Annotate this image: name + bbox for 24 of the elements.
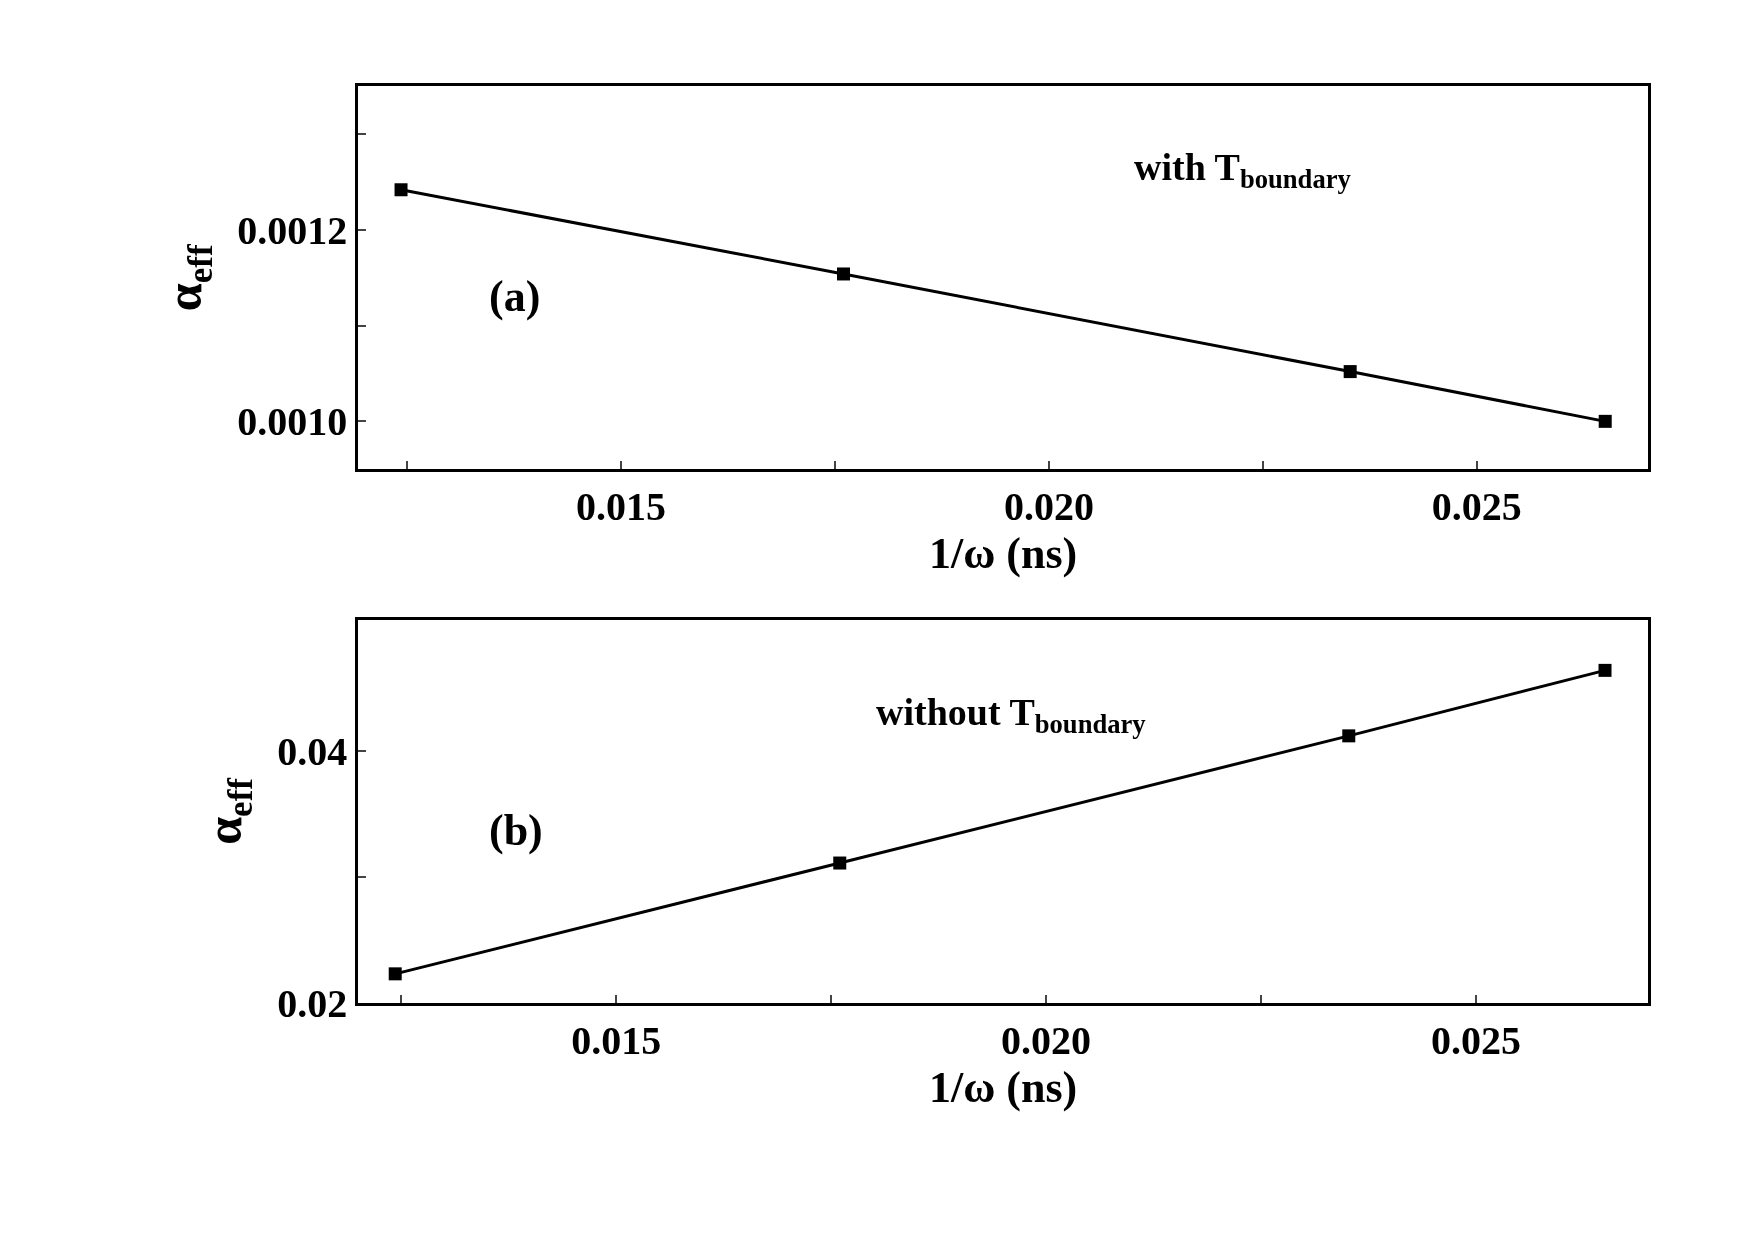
annotation: (a) [489,272,541,321]
y-tick-label: 0.0010 [237,399,348,445]
point [1598,663,1612,677]
point [394,183,408,197]
x-tick-label: 0.020 [1003,484,1094,530]
point [1342,729,1356,743]
x-axis-title: 1/ω (ns) [928,529,1078,579]
annotation: without T$_{boundary}$ [876,691,1147,739]
y-tick-label: 0.0012 [237,207,348,253]
point [1343,365,1357,379]
annotation: with T$_{boundary}$ [1134,146,1352,194]
x-tick-label: 0.025 [1431,1017,1522,1063]
point [837,267,851,281]
y-tick-label: 0.02 [277,980,348,1026]
point [1598,414,1612,428]
y-tick-label: 0.04 [277,728,348,774]
x-tick-label: 0.025 [1431,484,1522,530]
annotation: (b) [489,806,543,855]
x-axis-title: 1/ω (ns) [928,1062,1078,1112]
point [388,967,402,981]
x-tick-label: 0.020 [1001,1017,1092,1063]
x-tick-label: 0.015 [575,484,666,530]
x-tick-label: 0.015 [571,1017,662,1063]
point [833,856,847,870]
